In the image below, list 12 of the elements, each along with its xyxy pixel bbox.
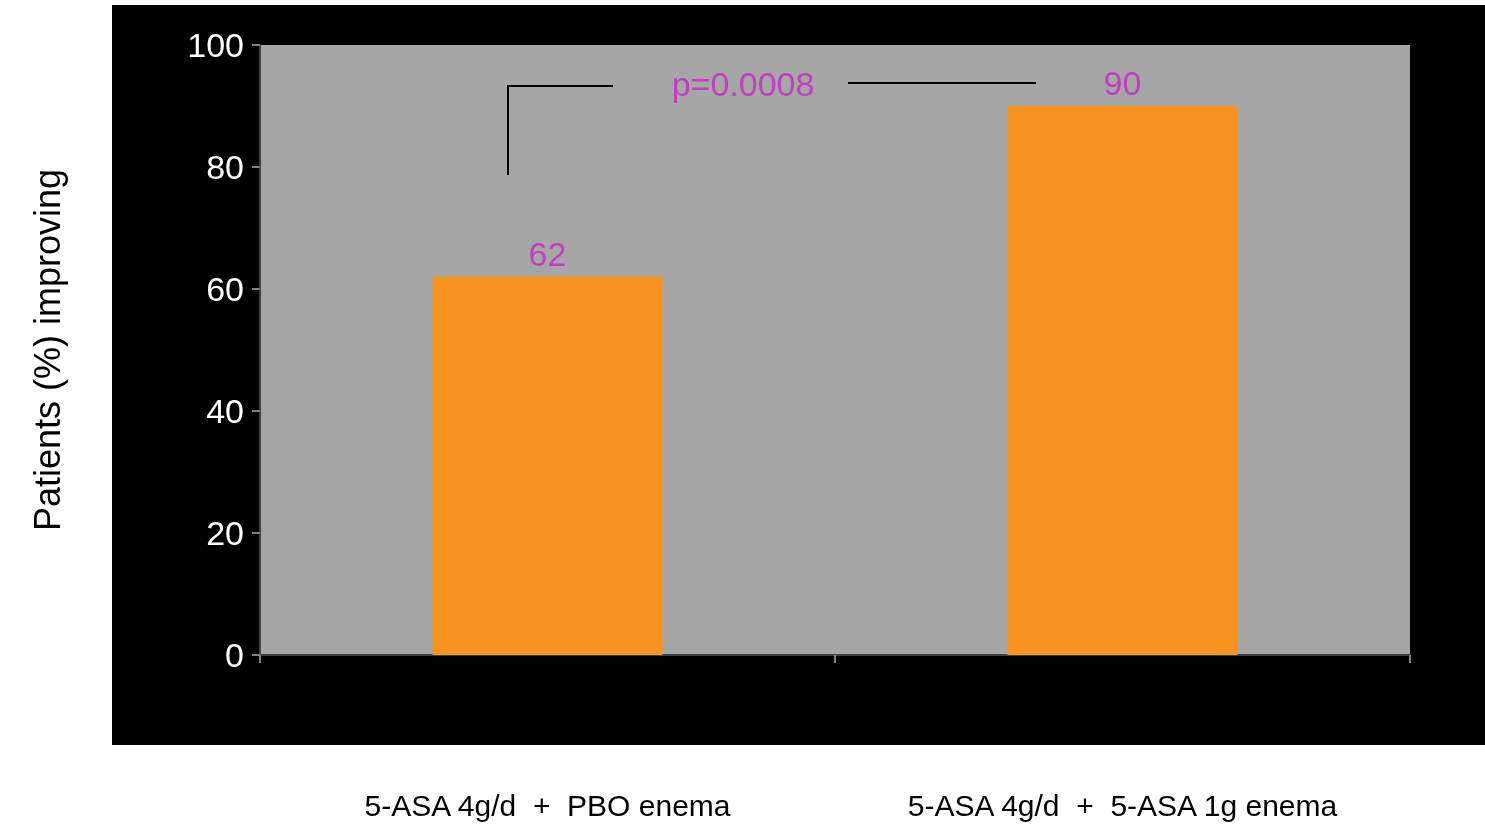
x-tick-label: 5-ASA 4g/d + 5-ASA 1g enema xyxy=(907,788,1338,822)
y-tick-label: 0 xyxy=(225,636,244,674)
y-tick-label: 60 xyxy=(206,270,244,308)
data-label: 90 xyxy=(1103,64,1142,102)
x-tick-label: 5-ASA 4g/d + PBO enema xyxy=(364,788,731,822)
y-axis-title: Patients (%) improving xyxy=(26,168,68,532)
y-tick-label: 20 xyxy=(206,514,244,552)
data-label: 62 xyxy=(528,234,567,273)
annotation: p=0.0008 xyxy=(671,65,815,103)
y-tick-label: 40 xyxy=(206,392,244,430)
y-tick-label: 100 xyxy=(187,26,244,64)
y-tick-label: 80 xyxy=(206,148,244,186)
